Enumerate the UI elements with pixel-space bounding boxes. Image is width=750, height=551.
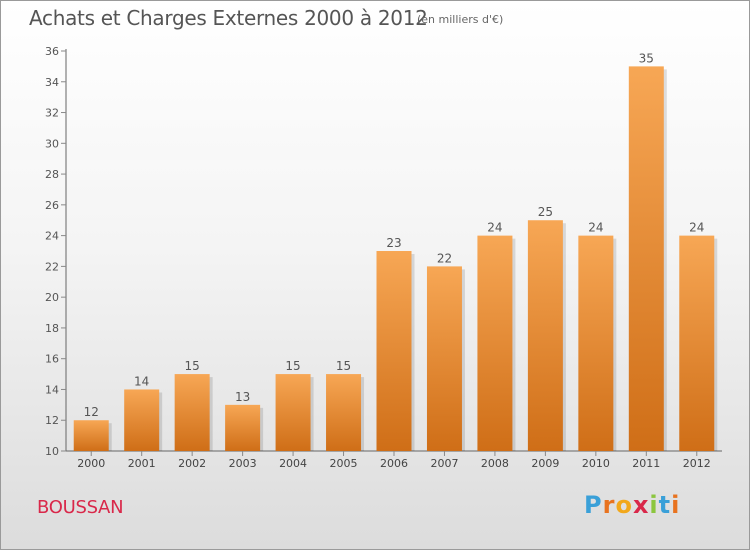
y-tick-label: 20	[45, 291, 59, 304]
data-label: 25	[538, 205, 553, 219]
data-label: 24	[487, 221, 502, 235]
x-tick-label: 2002	[178, 457, 206, 470]
data-labels: 12 14 15 13 15 15 23 22 24 25 24 35 24	[84, 51, 705, 419]
logo-letter: i	[671, 491, 681, 519]
data-label: 22	[437, 251, 452, 265]
x-tick-label: 2004	[279, 457, 307, 470]
x-tick-label: 2009	[531, 457, 559, 470]
x-tick-label: 2006	[380, 457, 408, 470]
chart-subtitle: (en milliers d'€)	[417, 13, 504, 26]
logo-letter: i	[649, 491, 659, 519]
logo-letter: o	[615, 491, 633, 519]
logo-letter: P	[584, 491, 603, 519]
data-label: 13	[235, 390, 250, 404]
bar-2009	[527, 220, 563, 451]
chart-title: Achats et Charges Externes 2000 à 2012	[29, 6, 428, 30]
bar-2004	[275, 374, 311, 451]
x-tick-label: 2010	[582, 457, 610, 470]
y-tick-label: 34	[45, 76, 59, 89]
bar-2005	[326, 374, 362, 451]
x-tick-label: 2000	[77, 457, 105, 470]
proxiti-logo[interactable]: Proxiti	[584, 491, 680, 519]
y-tick-label: 14	[45, 383, 59, 396]
bar-2007	[426, 266, 462, 451]
x-tick-label: 2003	[229, 457, 257, 470]
data-label: 15	[285, 359, 300, 373]
x-axis: 2000 2001 2002 2003 2004 2005 2006 2007 2008 2009…	[66, 450, 722, 470]
data-label: 24	[588, 221, 603, 235]
data-label: 23	[386, 236, 401, 250]
y-tick-label: 26	[45, 199, 59, 212]
logo-letter: t	[658, 491, 672, 519]
bar-2003	[225, 404, 261, 451]
y-tick-label: 16	[45, 353, 59, 366]
y-tick-label: 32	[45, 107, 59, 120]
y-tick-label: 24	[45, 230, 59, 243]
x-tick-label: 2007	[430, 457, 458, 470]
y-tick-label: 22	[45, 260, 59, 273]
x-tick-label: 2008	[481, 457, 509, 470]
bar-2006	[376, 251, 412, 451]
y-tick-label: 30	[45, 137, 59, 150]
x-tick-label: 2005	[330, 457, 358, 470]
bar-2010	[578, 235, 614, 451]
bar-2001	[124, 389, 160, 451]
bar-2002	[174, 374, 210, 451]
bar-2008	[477, 235, 513, 451]
bar-2011	[628, 66, 664, 451]
y-tick-label: 10	[45, 445, 59, 458]
y-tick-label: 36	[45, 45, 59, 58]
x-tick-label: 2011	[632, 457, 660, 470]
data-label: 24	[689, 221, 704, 235]
y-tick-label: 28	[45, 168, 59, 181]
data-label: 15	[185, 359, 200, 373]
y-tick-label: 12	[45, 414, 59, 427]
y-tick-label: 18	[45, 322, 59, 335]
bars	[73, 66, 718, 451]
logo-letter: x	[632, 491, 650, 519]
data-label: 15	[336, 359, 351, 373]
place-name: BOUSSAN	[37, 497, 124, 518]
logo-letter: r	[602, 491, 616, 519]
y-axis: 10 12 14 16 18 20 22 24 26 28 30 32 34 36	[45, 45, 67, 458]
bar-2000	[73, 420, 109, 451]
x-tick-label: 2001	[128, 457, 156, 470]
data-label: 35	[639, 51, 654, 65]
bar-2012	[679, 235, 715, 451]
data-label: 12	[84, 405, 99, 419]
data-label: 14	[134, 374, 149, 388]
x-tick-label: 2012	[683, 457, 711, 470]
